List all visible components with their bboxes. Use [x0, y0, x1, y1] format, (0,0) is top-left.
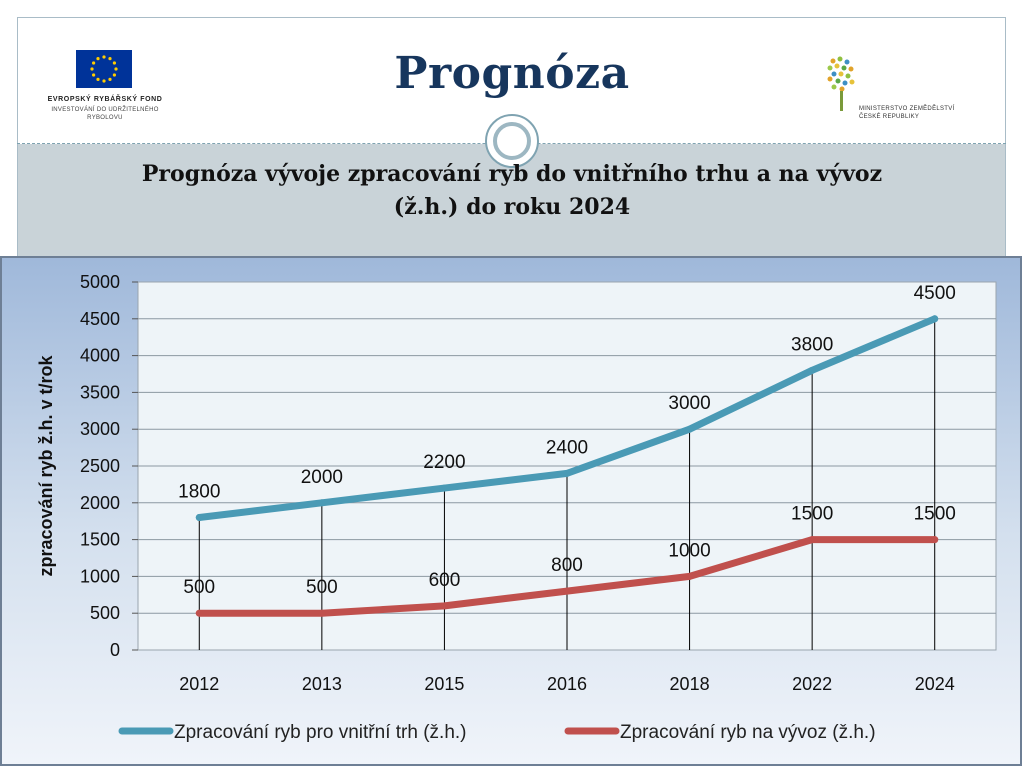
x-tick-label: 2013 — [302, 674, 342, 694]
x-tick-label: 2012 — [179, 674, 219, 694]
eu-fund-sub-line1: INVESTOVÁNÍ DO UDRŽITELNÉHO — [51, 107, 159, 113]
y-tick-label: 0 — [110, 640, 120, 660]
data-point — [195, 609, 203, 617]
data-point — [808, 536, 816, 544]
data-label: 2400 — [546, 437, 588, 458]
eu-fisheries-fund-logo: EVROPSKÝ RYBÁŘSKÝ FOND INVESTOVÁNÍ DO UD… — [30, 50, 210, 130]
data-label: 800 — [551, 555, 583, 576]
y-tick-label: 4500 — [80, 309, 120, 329]
subtitle-line1: Prognóza vývoje zpracování ryb do vnitřn… — [141, 161, 883, 187]
y-tick-label: 4000 — [80, 346, 120, 366]
data-label: 2000 — [301, 467, 343, 488]
legend: Zpracování ryb pro vnitřní trh (ž.h.) Zp… — [118, 722, 876, 743]
y-tick-label: 1000 — [80, 566, 120, 586]
subtitle-line2: (ž.h.) do roku 2024 — [393, 194, 631, 220]
legend-label-export: Zpracování ryb na vývoz (ž.h.) — [620, 722, 876, 743]
data-point — [931, 536, 939, 544]
data-point — [318, 499, 326, 507]
ministry-logo: MINISTERSTVO ZEMĚDĚLSTVÍ ČESKÉ REPUBLIKY — [825, 55, 995, 125]
data-point — [686, 572, 694, 580]
x-tick-label: 2024 — [915, 674, 955, 694]
data-point — [440, 602, 448, 610]
chart-subtitle: Prognóza vývoje zpracování ryb do vnitřn… — [40, 158, 984, 224]
header-ring-inner — [493, 122, 531, 160]
header-ring-ornament — [485, 114, 539, 168]
data-point — [318, 609, 326, 617]
eu-fund-name: EVROPSKÝ RYBÁŘSKÝ FOND — [47, 96, 163, 103]
eu-flag-icon — [76, 50, 132, 88]
data-point — [195, 514, 203, 522]
data-label: 4500 — [914, 283, 956, 304]
x-tick-label: 2018 — [670, 674, 710, 694]
data-label: 1500 — [791, 504, 833, 525]
y-tick-label: 3500 — [80, 382, 120, 402]
ministry-tree-icon — [827, 56, 855, 111]
y-axis-label: zpracování ryb ž.h. v t/rok — [36, 354, 56, 576]
data-label: 3000 — [668, 393, 710, 414]
y-tick-label: 2000 — [80, 493, 120, 513]
data-label: 1500 — [914, 504, 956, 525]
chart-container: 0 500 1000 1500 2000 2500 3000 3500 4000 4500 5000… — [0, 256, 1024, 768]
line-chart: 0 500 1000 1500 2000 2500 3000 3500 4000 4500 5000… — [0, 256, 1022, 766]
y-tick-label: 5000 — [80, 272, 120, 292]
eu-fund-subtitle: INVESTOVÁNÍ DO UDRŽITELNÉHO RYBOLOVU — [45, 106, 165, 122]
y-tick-label: 1500 — [80, 530, 120, 550]
data-label: 3800 — [791, 334, 833, 355]
data-point — [563, 469, 571, 477]
data-label: 500 — [306, 577, 338, 598]
ministry-name: MINISTERSTVO ZEMĚDĚLSTVÍ ČESKÉ REPUBLIKY — [859, 105, 989, 121]
data-point — [808, 366, 816, 374]
x-tick-label: 2016 — [547, 674, 587, 694]
eu-fund-sub-line2: RYBOLOVU — [87, 115, 123, 121]
legend-label-domestic: Zpracování ryb pro vnitřní trh (ž.h.) — [174, 722, 467, 743]
data-label: 1000 — [668, 540, 710, 561]
x-tick-label: 2022 — [792, 674, 832, 694]
data-point — [931, 315, 939, 323]
data-label: 600 — [429, 570, 461, 591]
ministry-line2: ČESKÉ REPUBLIKY — [859, 114, 920, 120]
page-title: Prognóza — [394, 48, 630, 99]
ministry-line1: MINISTERSTVO ZEMĚDĚLSTVÍ — [859, 106, 955, 112]
data-point — [563, 587, 571, 595]
data-point — [686, 425, 694, 433]
y-tick-label: 2500 — [80, 456, 120, 476]
y-tick-label: 3000 — [80, 419, 120, 439]
data-point — [440, 484, 448, 492]
data-label: 2200 — [423, 452, 465, 473]
data-label: 1800 — [178, 482, 220, 503]
data-label: 500 — [183, 577, 215, 598]
y-tick-label: 500 — [90, 603, 120, 623]
x-tick-label: 2015 — [424, 674, 464, 694]
